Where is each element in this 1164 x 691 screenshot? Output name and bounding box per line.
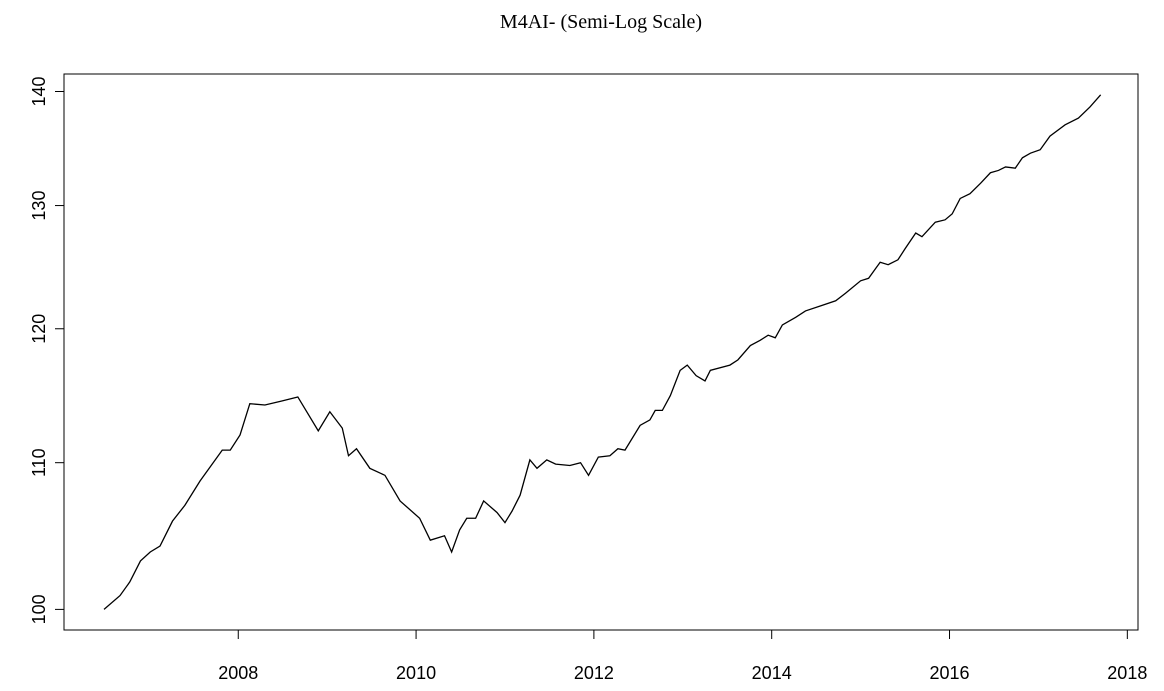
y-tick-label: 100	[29, 594, 49, 624]
y-tick-label: 120	[29, 314, 49, 344]
x-tick-label: 2008	[218, 663, 258, 683]
x-tick-label: 2010	[396, 663, 436, 683]
x-tick-label: 2012	[574, 663, 614, 683]
y-tick-label: 140	[29, 76, 49, 106]
y-tick-label: 110	[29, 448, 49, 477]
x-tick-label: 2018	[1107, 663, 1147, 683]
chart-title: M4AI- (Semi-Log Scale)	[500, 11, 702, 33]
x-tick-label: 2014	[752, 663, 792, 683]
plot-frame	[63, 73, 1139, 631]
data-line	[103, 94, 1102, 610]
y-tick-label: 130	[29, 191, 49, 221]
x-tick-label: 2016	[929, 663, 969, 683]
